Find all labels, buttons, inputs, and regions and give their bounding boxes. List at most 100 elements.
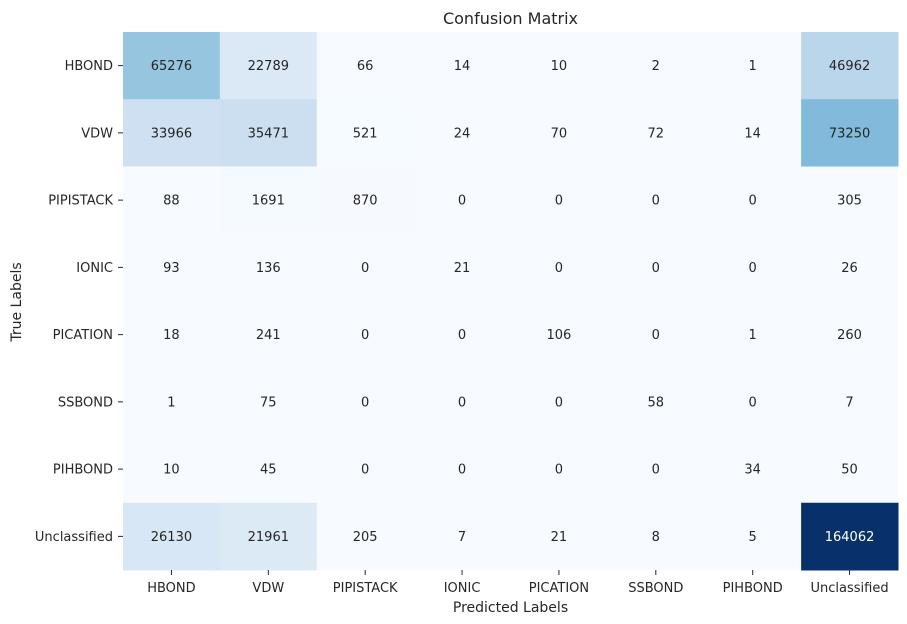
x-tick-label: Unclassified	[811, 581, 889, 596]
heatmap-cell	[704, 233, 802, 302]
cell-value-label: 88	[163, 194, 180, 209]
heatmap-cell	[801, 435, 899, 504]
cell-value-label: 0	[458, 395, 466, 410]
y-tick-label: PICATION	[53, 328, 113, 343]
cell-value-label: 0	[555, 463, 563, 478]
heatmap-cell	[219, 502, 318, 571]
heatmap-cell	[413, 368, 512, 436]
cell-value-label: 10	[551, 59, 568, 74]
cell-value-label: 24	[454, 126, 471, 141]
heatmap-cell	[607, 502, 705, 571]
heatmap-cell	[510, 502, 608, 571]
heatmap-cell	[316, 435, 415, 504]
cell-value-label: 0	[749, 261, 757, 276]
cell-value-label: 21961	[248, 530, 289, 545]
heatmap-cell	[510, 99, 608, 167]
cell-value-label: 14	[454, 59, 471, 74]
heatmap-cell	[607, 233, 705, 302]
x-tick-label: HBOND	[147, 581, 195, 596]
heatmap-cell	[123, 435, 221, 504]
cell-value-label: 18	[163, 328, 180, 343]
cell-value-label: 0	[652, 194, 660, 209]
heatmap-cell	[607, 435, 705, 504]
heatmap-cell	[801, 233, 899, 302]
cell-value-label: 164062	[825, 530, 875, 545]
y-tick-label: SSBOND	[58, 395, 113, 410]
y-tick-label: HBOND	[65, 59, 113, 74]
cell-value-label: 241	[256, 328, 281, 343]
cell-value-label: 10	[163, 463, 180, 478]
heatmap-cell	[219, 301, 318, 369]
cell-value-label: 521	[353, 126, 378, 141]
heatmap-cell	[607, 32, 705, 100]
cell-value-label: 35471	[248, 126, 289, 141]
cell-value-label: 0	[652, 261, 660, 276]
cell-value-label: 93	[163, 261, 180, 276]
cell-value-label: 0	[458, 328, 466, 343]
heatmap-cell	[801, 502, 899, 571]
cell-value-label: 58	[648, 395, 665, 410]
cell-value-label: 33966	[151, 126, 192, 141]
cell-value-label: 1	[167, 395, 175, 410]
heatmap-cell	[607, 301, 705, 369]
heatmap-cell	[123, 502, 221, 571]
x-tick-label: VDW	[252, 581, 284, 596]
heatmap-cell	[704, 301, 802, 369]
cell-value-label: 0	[361, 261, 369, 276]
chart-title: Confusion Matrix	[443, 9, 578, 28]
heatmap-cell	[123, 301, 221, 369]
heatmap-cell	[704, 32, 802, 100]
heatmap-cell	[704, 368, 802, 436]
cell-value-label: 75	[260, 395, 277, 410]
heatmap-cell	[801, 32, 899, 100]
heatmap-cell	[219, 368, 318, 436]
heatmap-cell	[510, 435, 608, 504]
heatmap-cell	[510, 368, 608, 436]
cell-value-label: 0	[361, 395, 369, 410]
y-axis: HBOND VDW PIPISTACK IONIC PICATION SSBOND PIHB…	[35, 59, 123, 545]
heatmap-cell	[413, 301, 512, 369]
heatmap-cell	[316, 368, 415, 436]
heatmap-cell	[801, 166, 899, 235]
cell-value-label: 305	[837, 194, 862, 209]
x-tick-label: PICATION	[529, 581, 589, 596]
cell-value-label: 22789	[248, 59, 289, 74]
heatmap-cell	[413, 32, 512, 100]
heatmap-cell	[510, 233, 608, 302]
cell-value-label: 70	[551, 126, 568, 141]
cell-value-label: 66	[357, 59, 374, 74]
heatmap-cell	[510, 32, 608, 100]
y-tick-label: VDW	[81, 126, 113, 141]
cell-value-label: 21	[551, 530, 568, 545]
heatmap-cell	[413, 502, 512, 571]
heatmap-cell	[123, 99, 221, 167]
heatmap-cell	[316, 301, 415, 369]
heatmap-cell	[219, 32, 318, 100]
cell-value-label: 0	[555, 261, 563, 276]
cell-value-label: 26130	[151, 530, 192, 545]
cell-value-label: 50	[841, 463, 858, 478]
heatmap-cell	[219, 99, 318, 167]
heatmap-cell	[123, 368, 221, 436]
cell-value-label: 5	[749, 530, 757, 545]
x-axis-label: Predicted Labels	[453, 600, 568, 616]
cell-value-label: 7	[458, 530, 466, 545]
heatmap-cell	[801, 301, 899, 369]
cell-value-label: 0	[555, 395, 563, 410]
cell-value-label: 0	[652, 328, 660, 343]
cell-value-label: 7	[845, 395, 853, 410]
y-tick-label: IONIC	[76, 261, 113, 276]
heatmap-cell	[219, 166, 318, 235]
y-tick-label: Unclassified	[35, 530, 113, 545]
heatmap-cell	[413, 166, 512, 235]
cell-value-label: 1691	[252, 194, 285, 209]
cell-value-label: 72	[648, 126, 665, 141]
heatmap-cell	[607, 166, 705, 235]
heatmap-cell	[510, 166, 608, 235]
cell-value-label: 106	[547, 328, 572, 343]
cell-value-label: 21	[454, 261, 471, 276]
x-axis: HBOND VDW PIPISTACK IONIC PICATION SSBOND PIHB…	[147, 570, 889, 596]
cell-value-label: 2	[652, 59, 660, 74]
heatmap-cell	[704, 166, 802, 235]
heatmap-cell	[316, 32, 415, 100]
